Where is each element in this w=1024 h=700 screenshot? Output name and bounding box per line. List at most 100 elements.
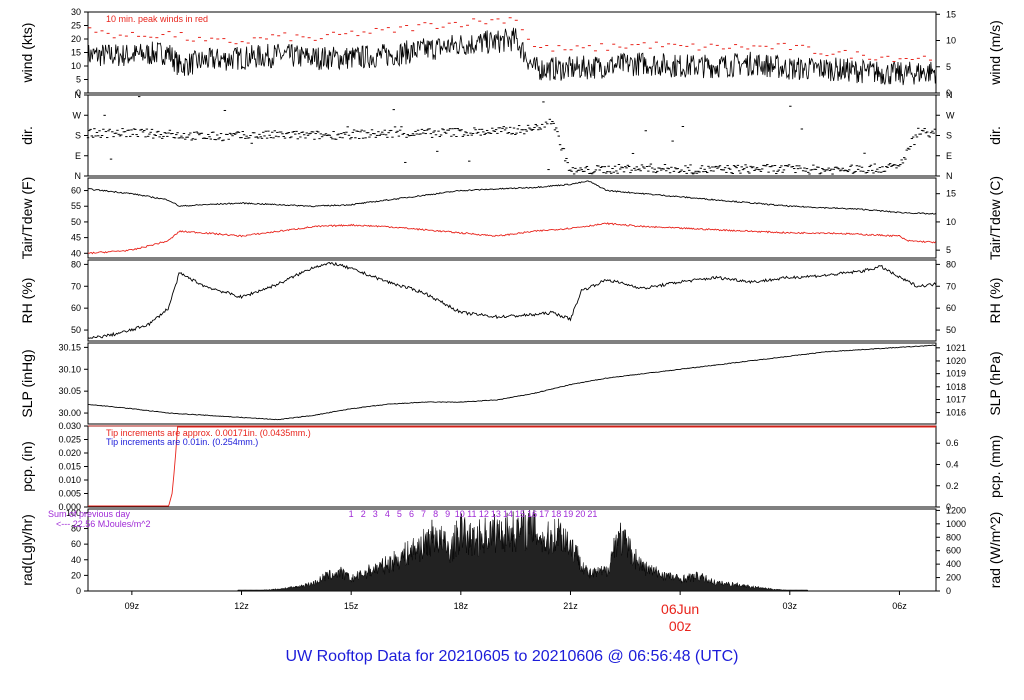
date-label: 06Jun — [661, 601, 699, 617]
y2-tick-label: 1017 — [946, 394, 966, 404]
hour-marker: 10 — [455, 509, 465, 519]
y2-axis-label: pcp. (mm) — [987, 435, 1003, 498]
x-tick-label: 06z — [892, 601, 907, 611]
panel-frame — [87, 94, 937, 177]
hour-marker: 13 — [491, 509, 501, 519]
panel-rad: 020406080100020040060080010001200rad(Lgl… — [19, 505, 1003, 596]
hour-marker: 21 — [587, 509, 597, 519]
x-tick-label: 18z — [454, 601, 469, 611]
y-tick-label: 30.15 — [58, 342, 81, 352]
y-tick-label: 0.005 — [58, 489, 81, 499]
y-tick-label: 50 — [71, 217, 81, 227]
wind-series-line — [87, 27, 937, 86]
hour-marker: 8 — [433, 509, 438, 519]
rad-annotation-line: <--- 22.56 MJoules/m^2 — [56, 519, 151, 529]
hour-marker: 7 — [421, 509, 426, 519]
y-tick-label: 0.000 — [58, 502, 81, 512]
y-axis-label: dir. — [19, 126, 35, 145]
y-tick-label: 30.10 — [58, 364, 81, 374]
y2-tick-label: 5 — [946, 62, 951, 72]
y2-tick-label: 0.4 — [946, 459, 959, 469]
y-tick-label: 0 — [76, 88, 81, 98]
y2-axis-label: wind (m/s) — [987, 20, 1003, 86]
y-axis-label: rad(Lgly/hr) — [19, 514, 35, 586]
y-axis-label: SLP (inHg) — [19, 349, 35, 417]
y-axis-label: pcp. (in) — [19, 441, 35, 492]
y-tick-label: 45 — [71, 233, 81, 243]
y2-axis-label: Tair/Tdew (C) — [987, 176, 1003, 260]
y-axis-label: RH (%) — [19, 278, 35, 324]
y-axis-label: Tair/Tdew (F) — [19, 177, 35, 259]
y-tick-label: E — [75, 151, 81, 161]
rh-series-line — [87, 261, 937, 339]
y-tick-label: 5 — [76, 75, 81, 85]
y2-tick-label: 10 — [946, 36, 956, 46]
y-tick-label: 0.010 — [58, 475, 81, 485]
y2-tick-label: 200 — [946, 573, 961, 583]
y2-tick-label: 400 — [946, 559, 961, 569]
y-tick-label: S — [75, 131, 81, 141]
y2-tick-label: 1021 — [946, 343, 966, 353]
y-tick-label: 20 — [71, 570, 81, 580]
y2-tick-label: 0 — [946, 502, 951, 512]
y2-tick-label: 10 — [946, 217, 956, 227]
pcp-note-approx: Tip increments are approx. 0.00171in. (0… — [106, 428, 311, 438]
rad-annotation-line: Sum of previous day — [48, 509, 131, 519]
hour-marker: 18 — [551, 509, 561, 519]
y-tick-label: 0.025 — [58, 435, 81, 445]
x-tick-label: 09z — [125, 601, 140, 611]
y-tick-label: N — [75, 90, 82, 100]
tair-series-line — [87, 180, 936, 215]
y-tick-label: 0 — [76, 586, 81, 596]
panel-frame — [87, 342, 937, 425]
y2-tick-label: N — [946, 90, 953, 100]
y2-tick-label: 80 — [946, 259, 956, 269]
hour-marker: 11 — [467, 509, 476, 519]
x-tick-label: 12z — [234, 601, 249, 611]
hour-marker: 5 — [397, 509, 402, 519]
y2-tick-label: 15 — [946, 189, 956, 199]
y2-tick-label: 50 — [946, 325, 956, 335]
y-tick-label: 25 — [71, 21, 81, 31]
hour-marker: 17 — [539, 509, 549, 519]
y-tick-label: 60 — [71, 539, 81, 549]
y2-tick-label: 1016 — [946, 408, 966, 418]
y2-tick-label: 15 — [946, 9, 956, 19]
y-tick-label: 30.00 — [58, 408, 81, 418]
y2-tick-label: S — [946, 131, 952, 141]
y-tick-label: 15 — [71, 48, 81, 58]
y2-tick-label: 600 — [946, 546, 961, 556]
y-tick-label: W — [73, 110, 82, 120]
panel-frame — [87, 259, 937, 342]
hour-marker: 14 — [503, 509, 513, 519]
y2-tick-label: W — [946, 110, 955, 120]
hour-marker: 12 — [479, 509, 489, 519]
y-tick-label: N — [75, 171, 82, 181]
y-tick-label: 55 — [71, 201, 81, 211]
hour-marker: 3 — [373, 509, 378, 519]
tdew-series-line — [87, 222, 936, 255]
y-tick-label: 0.020 — [58, 448, 81, 458]
y2-axis-label: dir. — [987, 126, 1003, 145]
hour-marker: 16 — [527, 509, 537, 519]
panel-temp: 40 45 50 55 60 5 10 15 Tair/Tdew (F) Tair/Tdew (C… — [19, 176, 1003, 260]
y-tick-label: 0.015 — [58, 462, 81, 472]
x-tick-label: 03z — [783, 601, 798, 611]
panel-slp: 30.00 30.05 30.10 30.15 1016 1017 1018 1019 1020… — [19, 342, 1003, 425]
chart-title: UW Rooftop Data for 20210605 to 20210606… — [285, 648, 739, 665]
hour-marker: 15 — [515, 509, 525, 519]
panel-wind: 0 5 10 15 20 25 30 0 5 10 15 wind (kts) wind (m/s) 10… — [19, 7, 1003, 98]
panel-frame — [87, 11, 937, 94]
y2-axis-label: RH (%) — [987, 278, 1003, 324]
rad-series-area — [237, 509, 809, 592]
y-tick-label: 100 — [66, 508, 81, 518]
y2-tick-label: 0 — [946, 88, 951, 98]
y2-axis-label: SLP (hPa) — [987, 351, 1003, 415]
y2-tick-label: 1000 — [946, 519, 966, 529]
y2-tick-label: 5 — [946, 245, 951, 255]
panel-rh: 50 60 70 80 50 60 70 80 RH (%) RH (%) — [19, 259, 1003, 342]
y-tick-label: 40 — [71, 248, 81, 258]
y2-tick-label: N — [946, 171, 953, 181]
